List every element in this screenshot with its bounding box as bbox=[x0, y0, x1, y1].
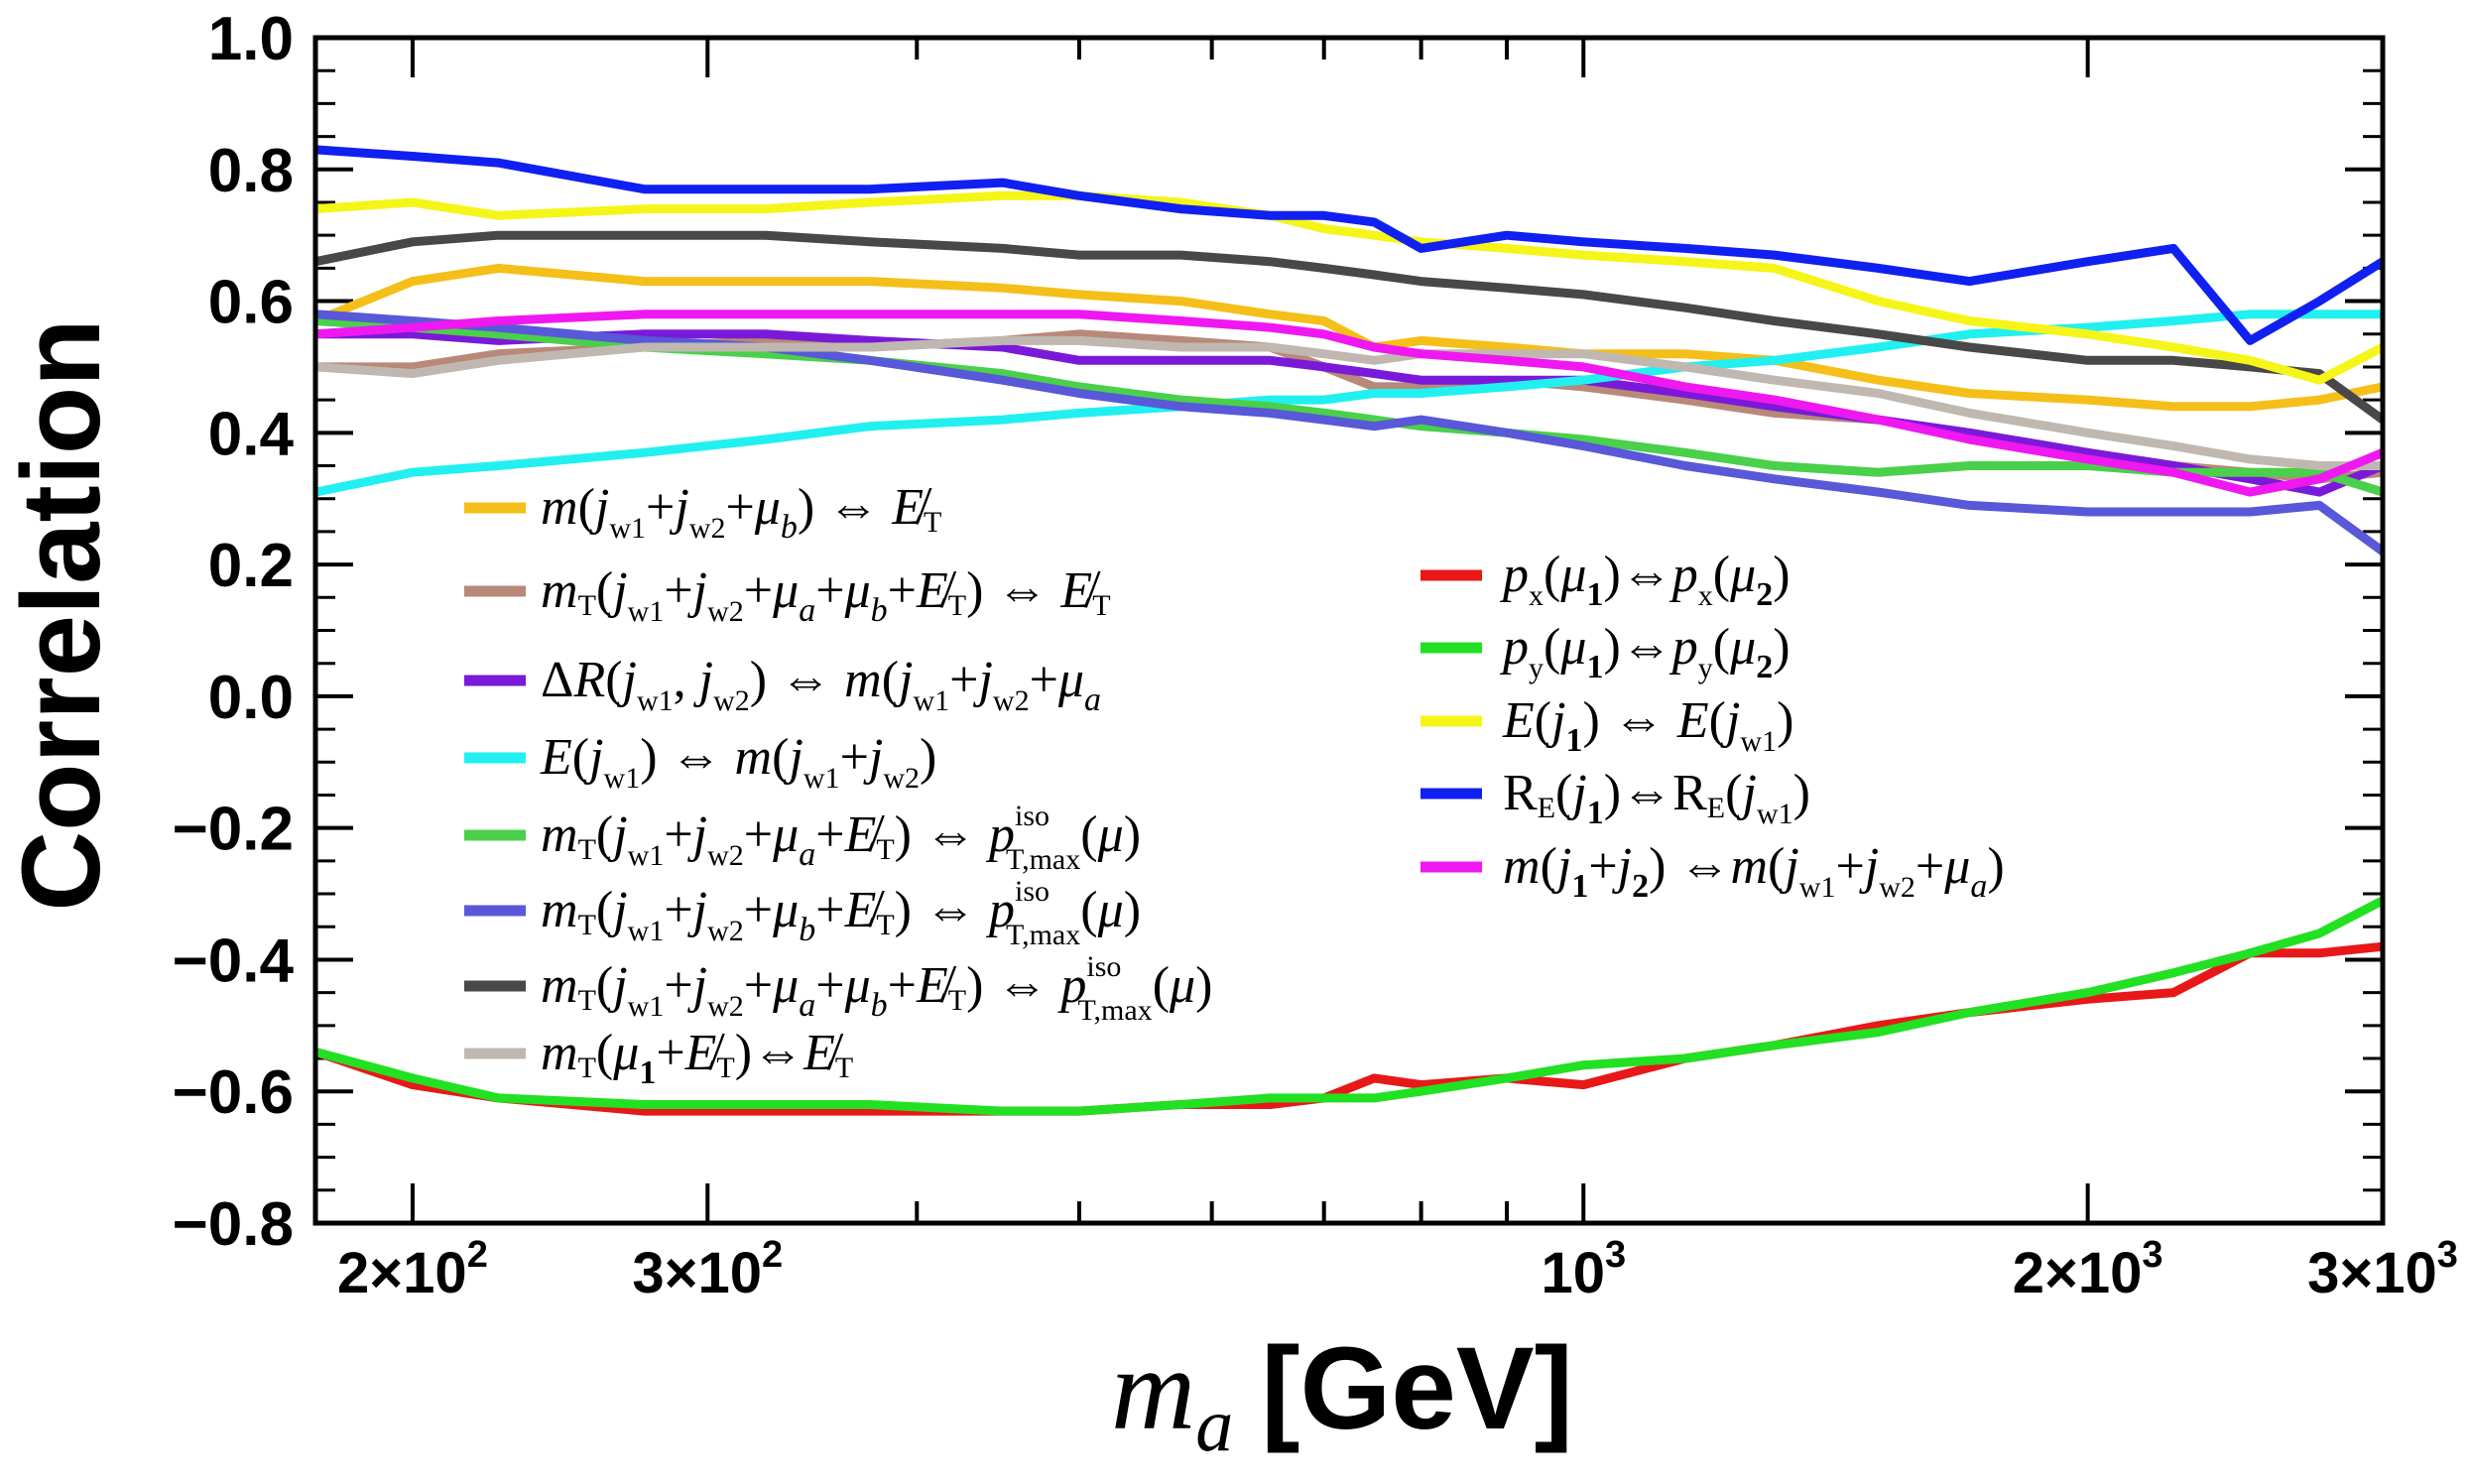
svg-text:E(j1) ⇔ E(jw1): E(j1) ⇔ E(jw1) bbox=[1502, 692, 1793, 759]
legend-entry-9: px(μ1)⇔px(μ2) bbox=[1420, 547, 1791, 613]
x-tick-label: 103 bbox=[1541, 1234, 1626, 1305]
series-line-10 bbox=[313, 896, 2386, 1116]
legend-entry-8: mT(μ1+E̸T)⇔E̸T bbox=[464, 1025, 853, 1091]
legend-left: m(jw1+jw2+μb) ⇔ E̸T mT(jw1+jw2+μa+μb+E̸T… bbox=[464, 479, 1212, 1091]
x-tick-label: 2×102 bbox=[337, 1234, 488, 1305]
y-tick-label: 1.0 bbox=[208, 5, 294, 73]
series-line-7 bbox=[314, 230, 2386, 424]
series-layer bbox=[313, 145, 2386, 1116]
y-axis-ticks: 1.0 0.8 0.6 0.4 0.2 0.0 −0.2 −0.4 −0.6 −0.8 bbox=[173, 5, 2383, 1259]
svg-text:E(jw1) ⇔ m(jw1+jw2): E(jw1) ⇔ m(jw1+jw2) bbox=[540, 729, 936, 795]
x-axis-subscript: a bbox=[1195, 1384, 1233, 1467]
y-tick-label: −0.4 bbox=[173, 927, 295, 995]
svg-text:py(μ1)⇔py(μ2): py(μ1)⇔py(μ2) bbox=[1499, 619, 1791, 685]
series-line-12 bbox=[314, 145, 2386, 345]
legend-entry-7: mT(jw1+jw2+μa+μb+E̸T) ⇔ piso T,max(μ) bbox=[464, 950, 1212, 1027]
series-line-4 bbox=[314, 309, 2383, 497]
legend-entry-1: m(jw1+jw2+μb) ⇔ E̸T bbox=[464, 479, 941, 546]
legend-entry-13: m(j1+j2) ⇔m(jw1+jw2+μa) bbox=[1420, 838, 2005, 905]
legend-entry-5: mT(jw1+jw2+μa+E̸T) ⇔ piso T,max(μ) bbox=[464, 800, 1141, 876]
x-axis-symbol: m bbox=[1111, 1324, 1195, 1454]
series-line-13 bbox=[314, 309, 2385, 497]
y-tick-label: 0.6 bbox=[208, 269, 294, 337]
x-tick-label: 2×103 bbox=[2013, 1234, 2163, 1305]
svg-text:m(j1+j2) ⇔m(jw1+jw2+μa): m(j1+j2) ⇔m(jw1+jw2+μa) bbox=[1503, 838, 2005, 905]
y-axis-title: Correlation bbox=[0, 318, 123, 911]
x-tick-label: 3×102 bbox=[632, 1234, 783, 1305]
y-tick-label: −0.8 bbox=[173, 1190, 294, 1259]
legend-entry-2: mT(jw1+jw2+μa+μb+E̸T) ⇔ E̸T bbox=[464, 562, 1111, 629]
svg-text:m(jw1+jw2+μb) ⇔ E̸T: m(jw1+jw2+μb) ⇔ E̸T bbox=[541, 479, 941, 546]
series-line-1 bbox=[313, 263, 2384, 412]
y-tick-label: −0.6 bbox=[173, 1058, 294, 1127]
x-tick-label: 3×103 bbox=[2307, 1234, 2458, 1305]
series-line-3 bbox=[315, 329, 2385, 497]
plot-frame bbox=[312, 35, 2386, 1226]
x-axis-title: ma [GeV] bbox=[1111, 1323, 1573, 1467]
y-tick-label: 0.8 bbox=[208, 137, 294, 205]
legend-entry-11: E(j1) ⇔ E(jw1) bbox=[1420, 692, 1793, 759]
svg-text:mT(μ1+E̸T)⇔E̸T: mT(μ1+E̸T)⇔E̸T bbox=[541, 1025, 853, 1091]
series-line-8 bbox=[314, 335, 2383, 470]
svg-text:px(μ1)⇔px(μ2): px(μ1)⇔px(μ2) bbox=[1499, 547, 1791, 613]
x-axis-ticks: 2×102 3×102 103 2×103 3×103 bbox=[337, 38, 2458, 1305]
svg-text:ma[GeV]: ma [GeV] bbox=[1111, 1323, 1573, 1467]
y-tick-label: 0.0 bbox=[208, 664, 294, 732]
svg-text:ΔR(jw1, jw2) ⇔ m(jw1+jw2+μa: ΔR(jw1, jw2) ⇔ m(jw1+jw2+μa bbox=[541, 652, 1101, 718]
x-axis-unit: [GeV] bbox=[1261, 1323, 1573, 1454]
legend-entry-3: ΔR(jw1, jw2) ⇔ m(jw1+jw2+μa bbox=[464, 652, 1101, 718]
y-tick-label: 0.4 bbox=[208, 400, 295, 468]
series-line-9 bbox=[313, 941, 2384, 1116]
y-tick-label: 0.2 bbox=[208, 532, 294, 600]
svg-text:mT(jw1+jw2+μa+μb+E̸T) ⇔ E̸T: mT(jw1+jw2+μa+μb+E̸T) ⇔ E̸T bbox=[541, 562, 1111, 629]
legend-entry-6: mT(jw1+jw2+μb+E̸T) ⇔ piso T,max(μ) bbox=[464, 875, 1141, 951]
y-tick-label: −0.2 bbox=[173, 796, 294, 864]
svg-text:mT(jw1+jw2+μa+μb+E̸T) ⇔ piso: mT(jw1+jw2+μa+μb+E̸T) ⇔ piso T,max(μ) bbox=[541, 950, 1212, 1027]
svg-text:RE(j1)⇔RE(jw1): RE(j1)⇔RE(jw1) bbox=[1503, 765, 1810, 831]
legend-entry-12: RE(j1)⇔RE(jw1) bbox=[1420, 765, 1810, 831]
legend-entry-4: E(jw1) ⇔ m(jw1+jw2) bbox=[464, 729, 936, 795]
legend-entry-10: py(μ1)⇔py(μ2) bbox=[1420, 619, 1791, 685]
legend-right: px(μ1)⇔px(μ2) py(μ1)⇔py(μ2) E(j1) ⇔ E(jw… bbox=[1420, 547, 2005, 905]
